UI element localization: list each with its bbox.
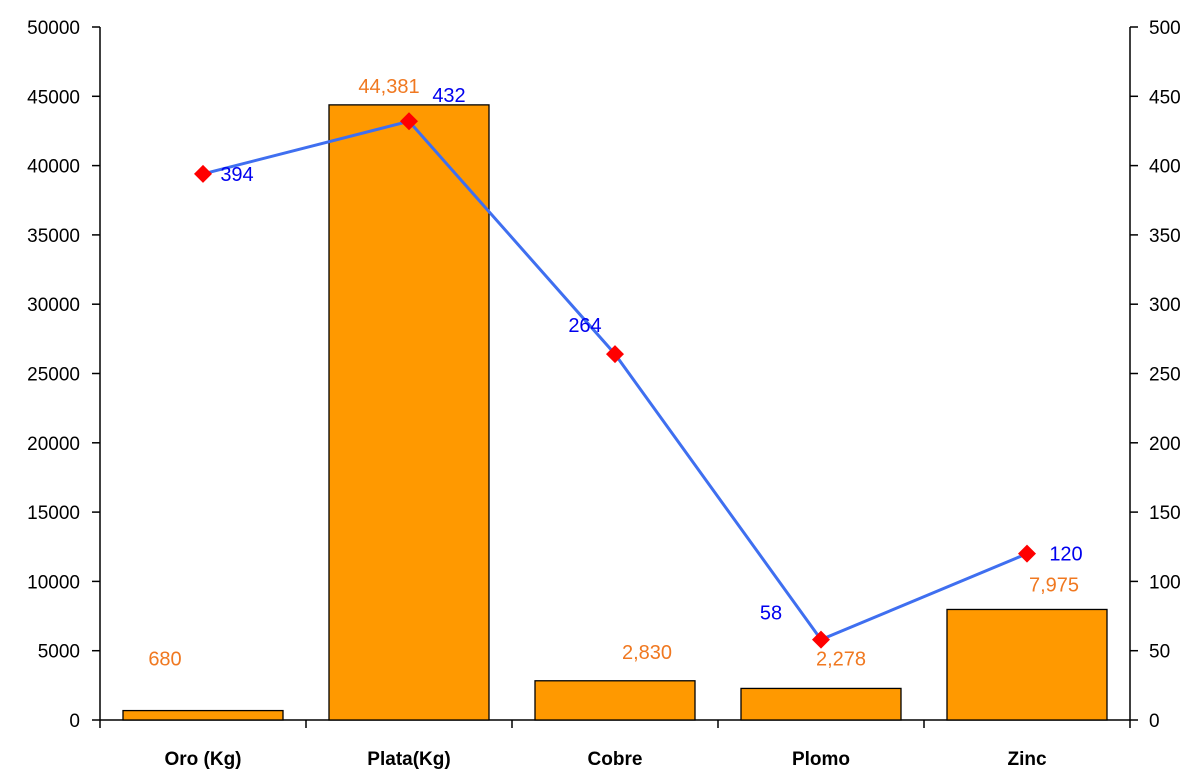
line-value-label: 264 bbox=[568, 315, 601, 337]
y-left-tick-label: 50000 bbox=[27, 18, 80, 39]
y-left-tick-label: 25000 bbox=[27, 365, 80, 386]
x-tick-label: Plata(Kg) bbox=[367, 749, 450, 770]
line-value-label: 432 bbox=[432, 85, 465, 107]
axes: 0500010000150002000025000300003500040000… bbox=[27, 18, 1181, 770]
line-marker bbox=[194, 164, 212, 183]
x-tick-label: Oro (Kg) bbox=[164, 749, 241, 770]
line-value-label: 394 bbox=[220, 164, 253, 186]
line-marker bbox=[606, 345, 624, 364]
y-left-tick-label: 45000 bbox=[27, 87, 80, 108]
x-tick-label: Cobre bbox=[588, 749, 643, 770]
y-left-tick-label: 40000 bbox=[27, 157, 80, 178]
bar-value-label: 680 bbox=[148, 649, 181, 671]
x-tick-label: Plomo bbox=[792, 749, 850, 770]
bar-value-label: 44,381 bbox=[358, 76, 419, 98]
line-path bbox=[202, 119, 1028, 642]
bar-value-label: 2,830 bbox=[622, 642, 672, 664]
bar bbox=[946, 608, 1108, 721]
y-left-tick-label: 10000 bbox=[27, 572, 80, 593]
data-labels: 680 44,381 2,830 2,278 7,975 394 432 264 58 120 bbox=[148, 76, 1082, 671]
y-right-tick-label: 100 bbox=[1149, 572, 1181, 593]
bars bbox=[122, 104, 1108, 721]
x-tick-label: Zinc bbox=[1007, 749, 1046, 770]
bar bbox=[534, 680, 696, 721]
line-marker bbox=[1018, 544, 1036, 563]
y-left-tick-label: 5000 bbox=[38, 642, 80, 663]
y-left-tick-label: 15000 bbox=[27, 503, 80, 524]
bar-value-label: 7,975 bbox=[1029, 574, 1079, 596]
y-right-tick-label: 50 bbox=[1149, 642, 1170, 663]
y-right-tick-label: 150 bbox=[1149, 503, 1181, 524]
y-right-tick-label: 400 bbox=[1149, 157, 1181, 178]
line-marker bbox=[812, 630, 830, 649]
y-right-tick-label: 300 bbox=[1149, 295, 1181, 316]
line-marker bbox=[400, 112, 418, 131]
y-left-tick-label: 20000 bbox=[27, 434, 80, 455]
y-right-tick-label: 500 bbox=[1149, 18, 1181, 39]
bar-value-label: 2,278 bbox=[816, 648, 866, 670]
y-left-tick-label: 0 bbox=[69, 711, 80, 732]
y-right-tick-label: 250 bbox=[1149, 365, 1181, 386]
y-right-tick-label: 350 bbox=[1149, 226, 1181, 247]
y-right-tick-label: 200 bbox=[1149, 434, 1181, 455]
line-value-label: 58 bbox=[760, 603, 782, 625]
line-series bbox=[194, 112, 1036, 649]
line-value-label: 120 bbox=[1049, 544, 1082, 566]
bar bbox=[122, 709, 284, 721]
y-right-tick-label: 450 bbox=[1149, 87, 1181, 108]
y-left-tick-label: 30000 bbox=[27, 295, 80, 316]
y-right-tick-label: 0 bbox=[1149, 711, 1160, 732]
bar bbox=[740, 687, 902, 721]
bar bbox=[328, 104, 490, 721]
y-left-tick-label: 35000 bbox=[27, 226, 80, 247]
